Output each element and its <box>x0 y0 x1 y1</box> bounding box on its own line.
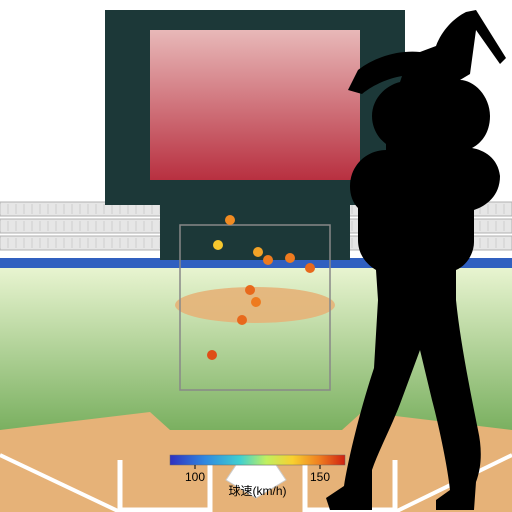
pitch-location-chart: 100 150 球速(km/h) <box>0 0 512 512</box>
pitch-marker <box>253 247 263 257</box>
pitch-marker <box>225 215 235 225</box>
pitch-marker <box>263 255 273 265</box>
pitch-marker <box>207 350 217 360</box>
pitch-marker <box>285 253 295 263</box>
pitch-marker <box>237 315 247 325</box>
colorbar-tick-label: 150 <box>310 470 330 484</box>
colorbar-label: 球速(km/h) <box>229 484 287 498</box>
colorbar <box>170 455 345 465</box>
pitch-marker <box>245 285 255 295</box>
pitch-marker <box>305 263 315 273</box>
pitch-marker <box>213 240 223 250</box>
scoreboard-screen <box>150 30 360 180</box>
pitch-marker <box>251 297 261 307</box>
colorbar-tick-label: 100 <box>185 470 205 484</box>
